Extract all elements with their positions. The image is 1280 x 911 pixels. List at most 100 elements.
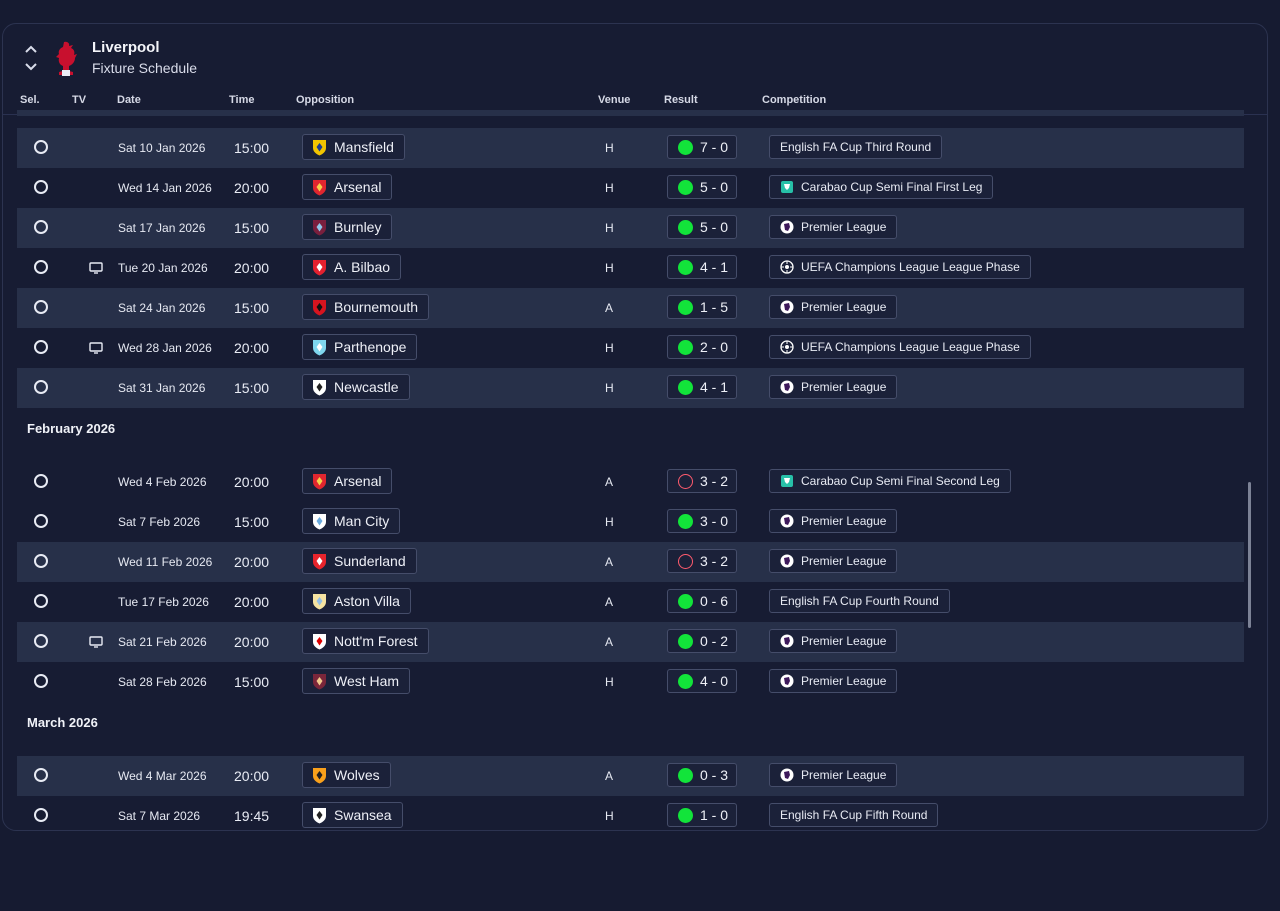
result-button[interactable]: 4 - 1 — [667, 255, 737, 279]
opposition-button[interactable]: Mansfield — [302, 134, 405, 160]
competition-button[interactable]: UEFA Champions League League Phase — [769, 255, 1031, 279]
select-radio[interactable] — [34, 260, 48, 274]
select-radio[interactable] — [34, 220, 48, 234]
competition-button[interactable]: Premier League — [769, 549, 898, 573]
table-row[interactable]: Wed 14 Jan 2026 20:00 Arsenal H 5 - 0 Carabao… — [17, 168, 1244, 208]
chevron-down-icon[interactable] — [23, 58, 39, 74]
result-button[interactable]: 0 - 3 — [667, 763, 737, 787]
select-radio[interactable] — [34, 474, 48, 488]
competition-button[interactable]: English FA Cup Third Round — [769, 135, 943, 159]
result-button[interactable]: 2 - 0 — [667, 335, 737, 359]
table-row[interactable]: Tue 17 Feb 2026 20:00 Aston Villa A 0 - 6 Eng… — [17, 582, 1244, 622]
competition-name: Premier League — [801, 300, 887, 314]
competition-button[interactable]: English FA Cup Fourth Round — [769, 589, 950, 613]
competition-button[interactable]: Premier League — [769, 669, 898, 693]
premier-league-icon — [780, 300, 794, 314]
result-score: 1 - 5 — [700, 299, 729, 315]
select-radio[interactable] — [34, 768, 48, 782]
club-name[interactable]: Liverpool — [92, 39, 160, 56]
column-header-date[interactable]: Date — [117, 94, 141, 106]
select-radio[interactable] — [34, 808, 48, 822]
table-row[interactable]: Wed 11 Feb 2026 20:00 Sunderland A 3 - 2 Prem… — [17, 542, 1244, 582]
competition-button[interactable]: Premier League — [769, 629, 898, 653]
table-row[interactable]: Sat 7 Mar 2026 19:45 Swansea H 1 - 0 English … — [17, 796, 1244, 830]
table-row[interactable]: Sat 21 Feb 2026 20:00 Nott'm Forest A 0 - 2 P… — [17, 622, 1244, 662]
competition-button[interactable]: Premier League — [769, 295, 898, 319]
competition-button[interactable]: UEFA Champions League League Phase — [769, 335, 1031, 359]
select-radio[interactable] — [34, 594, 48, 608]
column-header-result[interactable]: Result — [664, 94, 698, 106]
scrollbar-thumb[interactable] — [1248, 482, 1251, 628]
opposition-button[interactable]: Wolves — [302, 762, 391, 788]
result-button[interactable]: 1 - 0 — [667, 803, 737, 827]
opposition-button[interactable]: West Ham — [302, 668, 411, 694]
column-header-venue[interactable]: Venue — [598, 94, 631, 106]
opposition-button[interactable]: Arsenal — [302, 174, 393, 200]
competition-button[interactable]: Premier League — [769, 763, 898, 787]
competition-button[interactable]: Premier League — [769, 215, 898, 239]
win-dot-icon — [678, 768, 693, 783]
result-button[interactable]: 4 - 0 — [667, 669, 737, 693]
table-row[interactable]: Sat 28 Feb 2026 15:00 West Ham H 4 - 0 Premie… — [17, 662, 1244, 702]
result-button[interactable]: 4 - 1 — [667, 375, 737, 399]
opposition-button[interactable]: Arsenal — [302, 468, 393, 494]
competition-name: UEFA Champions League League Phase — [801, 260, 1020, 274]
select-radio[interactable] — [34, 180, 48, 194]
opposition-button[interactable]: Newcastle — [302, 374, 410, 400]
opposition-button[interactable]: Swansea — [302, 802, 403, 828]
select-radio[interactable] — [34, 140, 48, 154]
result-button[interactable]: 7 - 0 — [667, 135, 737, 159]
opposition-button[interactable]: Sunderland — [302, 548, 417, 574]
select-radio[interactable] — [34, 514, 48, 528]
table-row[interactable]: Sat 31 Jan 2026 15:00 Newcastle H 4 - 1 Premi… — [17, 368, 1244, 408]
table-row[interactable]: Tue 20 Jan 2026 20:00 A. Bilbao H 4 - 1 UEFA … — [17, 248, 1244, 288]
select-radio[interactable] — [34, 634, 48, 648]
opposition-button[interactable]: Burnley — [302, 214, 393, 240]
result-button[interactable]: 5 - 0 — [667, 175, 737, 199]
competition-name: Carabao Cup Semi Final First Leg — [801, 180, 983, 194]
premier-league-icon — [780, 554, 794, 568]
fixture-venue: H — [605, 261, 614, 275]
result-button[interactable]: 0 - 6 — [667, 589, 737, 613]
table-row[interactable]: Wed 4 Mar 2026 20:00 Wolves A 0 - 3 Premier L… — [17, 756, 1244, 796]
column-header-sel[interactable]: Sel. — [20, 94, 40, 106]
result-score: 0 - 6 — [700, 593, 729, 609]
result-button[interactable]: 3 - 2 — [667, 549, 737, 573]
premier-league-icon — [780, 514, 794, 528]
column-header-competition[interactable]: Competition — [762, 94, 827, 106]
result-score: 7 - 0 — [700, 139, 729, 155]
opposition-button[interactable]: Aston Villa — [302, 588, 411, 614]
table-row[interactable]: Wed 4 Feb 2026 20:00 Arsenal A 3 - 2 Carabao … — [17, 462, 1244, 502]
opposition-button[interactable]: Bournemouth — [302, 294, 430, 320]
table-row[interactable]: Sat 17 Jan 2026 15:00 Burnley H 5 - 0 Premier… — [17, 208, 1244, 248]
result-button[interactable]: 0 - 2 — [667, 629, 737, 653]
table-row[interactable]: Wed 28 Jan 2026 20:00 Parthenope H 2 - 0 UEFA… — [17, 328, 1244, 368]
chevron-up-icon[interactable] — [23, 42, 39, 58]
result-button[interactable]: 5 - 0 — [667, 215, 737, 239]
select-radio[interactable] — [34, 380, 48, 394]
select-radio[interactable] — [34, 674, 48, 688]
opposition-name: Sunderland — [334, 553, 406, 569]
competition-button[interactable]: Carabao Cup Semi Final First Leg — [769, 175, 994, 199]
competition-button[interactable]: Carabao Cup Semi Final Second Leg — [769, 469, 1011, 493]
opposition-button[interactable]: Parthenope — [302, 334, 418, 360]
select-radio[interactable] — [34, 300, 48, 314]
table-row[interactable]: Sat 24 Jan 2026 15:00 Bournemouth A 1 - 5 Pre… — [17, 288, 1244, 328]
column-header-opposition[interactable]: Opposition — [296, 94, 355, 106]
table-row[interactable]: Sat 10 Jan 2026 15:00 Mansfield H 7 - 0 Engli… — [17, 128, 1244, 168]
select-radio[interactable] — [34, 340, 48, 354]
select-radio[interactable] — [34, 554, 48, 568]
table-row[interactable]: Sat 7 Feb 2026 15:00 Man City H 3 - 0 Premier… — [17, 502, 1244, 542]
competition-button[interactable]: English FA Cup Fifth Round — [769, 803, 939, 827]
opposition-button[interactable]: Nott'm Forest — [302, 628, 429, 654]
result-button[interactable]: 3 - 0 — [667, 509, 737, 533]
competition-button[interactable]: Premier League — [769, 375, 898, 399]
opposition-button[interactable]: A. Bilbao — [302, 254, 402, 280]
result-button[interactable]: 3 - 2 — [667, 469, 737, 493]
opposition-name: West Ham — [334, 673, 400, 689]
result-button[interactable]: 1 - 5 — [667, 295, 737, 319]
competition-button[interactable]: Premier League — [769, 509, 898, 533]
column-header-tv[interactable]: TV — [72, 94, 87, 106]
column-header-time[interactable]: Time — [229, 94, 255, 106]
opposition-button[interactable]: Man City — [302, 508, 401, 534]
